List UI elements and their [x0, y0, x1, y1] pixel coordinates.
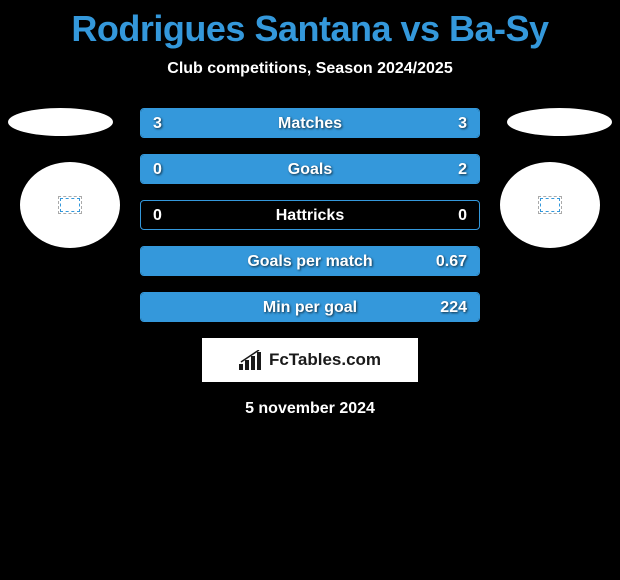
brand-box: FcTables.com [202, 338, 418, 382]
stat-value-right: 3 [458, 109, 467, 138]
placeholder-icon [60, 198, 80, 212]
stat-value-right: 0.67 [436, 247, 467, 276]
comparison-panel: 3Matches30Goals20Hattricks0Goals per mat… [0, 108, 620, 418]
stat-label: Goals per match [141, 247, 479, 276]
stat-row: 0Hattricks0 [140, 200, 480, 230]
stat-row: 0Goals2 [140, 154, 480, 184]
stat-label: Goals [141, 155, 479, 184]
brand-text: FcTables.com [269, 350, 381, 370]
brand-chart-icon [239, 350, 265, 370]
stats-list: 3Matches30Goals20Hattricks0Goals per mat… [140, 108, 480, 322]
player-right-badge [500, 162, 600, 248]
stat-label: Hattricks [141, 201, 479, 230]
stat-row: Goals per match0.67 [140, 246, 480, 276]
stat-row: 3Matches3 [140, 108, 480, 138]
page-title: Rodrigues Santana vs Ba-Sy [0, 0, 620, 50]
player-left-badge [20, 162, 120, 248]
player-right-ellipse [507, 108, 612, 136]
stat-label: Matches [141, 109, 479, 138]
player-left-ellipse [8, 108, 113, 136]
stat-row: Min per goal224 [140, 292, 480, 322]
subtitle: Club competitions, Season 2024/2025 [0, 60, 620, 78]
stat-label: Min per goal [141, 293, 479, 322]
stat-value-right: 224 [440, 293, 467, 322]
stat-value-right: 2 [458, 155, 467, 184]
date-text: 5 november 2024 [0, 400, 620, 418]
placeholder-icon [540, 198, 560, 212]
stat-value-right: 0 [458, 201, 467, 230]
